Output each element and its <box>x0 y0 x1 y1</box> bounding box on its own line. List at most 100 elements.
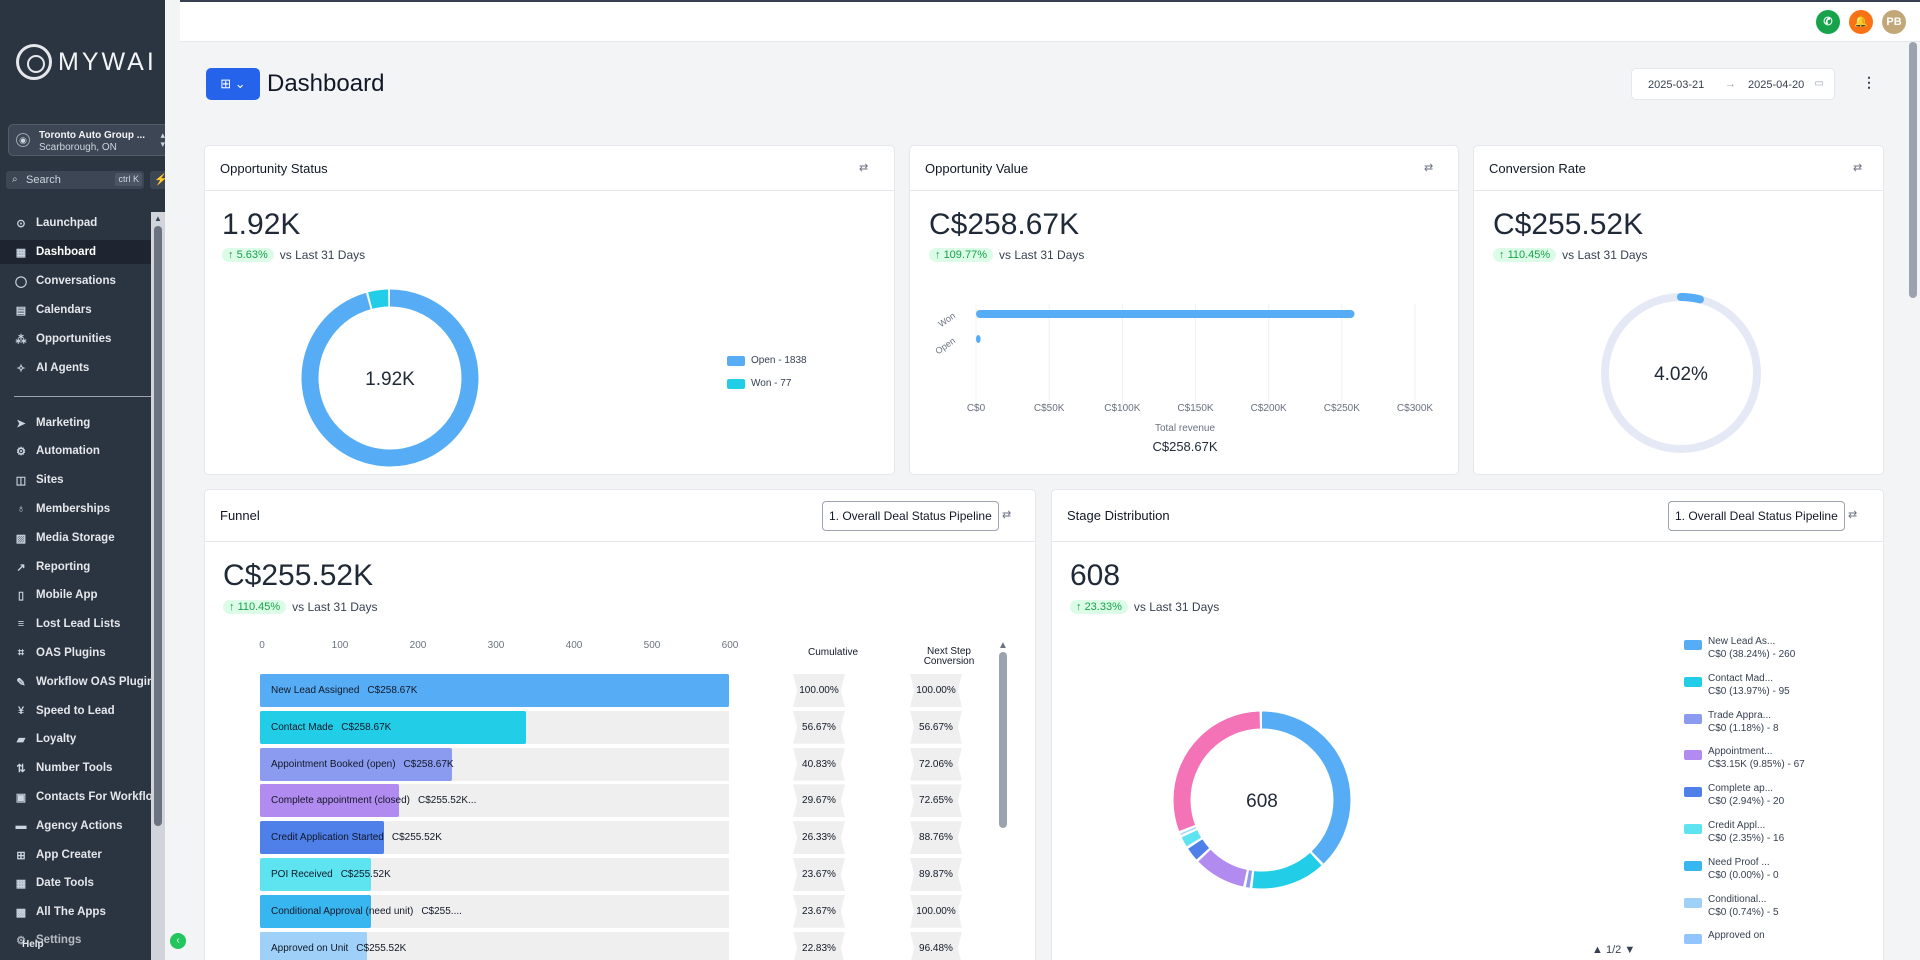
sidebar-item-workflow-oas-plugins[interactable]: ✎ Workflow OAS Plugins <box>0 670 165 694</box>
card-header: Stage Distribution 1. Overall Deal Statu… <box>1052 490 1883 542</box>
filter-icon[interactable]: ⇄ <box>1002 509 1012 521</box>
sidebar-item-media-storage[interactable]: ▨ Media Storage <box>0 526 165 550</box>
sidebar-item-launchpad[interactable]: ⊙ Launchpad <box>0 211 165 235</box>
bar-won[interactable] <box>976 310 1355 318</box>
funnel-row[interactable]: New Lead Assigned C$258.67K <box>260 674 729 707</box>
badge-icon: ♁ <box>16 503 26 515</box>
sidebar-item-loyalty[interactable]: ▰ Loyalty <box>0 727 165 751</box>
wallet-icon: ▬ <box>15 820 27 832</box>
sidebar-item-label: Opportunities <box>36 333 112 345</box>
page-title: Dashboard <box>267 70 385 97</box>
sidebar-item-date-tools[interactable]: ▦ Date Tools <box>0 871 165 895</box>
main-scrollbar[interactable] <box>1906 42 1920 960</box>
date-range-picker[interactable]: 2025-03-21 → 2025-04-20 ▭ <box>1631 68 1835 100</box>
pipeline-select[interactable]: 1. Overall Deal Status Pipeline <box>822 501 999 531</box>
funnel-bar[interactable] <box>260 747 452 781</box>
funnel-scroll-thumb[interactable] <box>999 652 1007 828</box>
funnel-row[interactable]: POI Received C$255.52K <box>260 858 729 891</box>
funnel-bar[interactable] <box>260 858 371 891</box>
sidebar-item-help[interactable]: Help <box>22 932 82 956</box>
quick-action-bolt-icon[interactable]: ⚡ <box>150 171 165 189</box>
plus-box-icon: ⊞ <box>16 849 26 862</box>
sidebar-item-opportunities[interactable]: ⁂ Opportunities <box>0 327 165 351</box>
legend-swatch <box>1684 750 1702 761</box>
funnel-bar[interactable] <box>260 931 368 960</box>
sidebar-item-automation[interactable]: ⚙ Automation <box>0 439 165 463</box>
more-options-icon[interactable]: ⋮ <box>1862 74 1876 90</box>
y-tick-label: Won <box>936 310 957 329</box>
donut-slice-new-lead-assigned[interactable] <box>1173 711 1351 889</box>
sidebar-item-ai-agents[interactable]: ✧ AI Agents <box>0 356 165 380</box>
sidebar-scrollbar[interactable]: ▲ <box>151 212 165 960</box>
image-icon: ▨ <box>15 532 27 545</box>
donut-slice-open[interactable] <box>301 289 479 467</box>
filter-icon[interactable]: ⇄ <box>1848 509 1858 521</box>
donut-slice-contact-made[interactable] <box>1173 711 1351 889</box>
sidebar-item-sites[interactable]: ◫ Sites <box>0 468 165 492</box>
avatar[interactable]: PB <box>1882 10 1906 34</box>
sidebar-item-contacts-for-workflo[interactable]: ▣ Contacts For Workflo... <box>0 785 165 809</box>
sidebar-item-conversations[interactable]: ◯ Conversations <box>0 269 165 293</box>
funnel-bar[interactable] <box>260 710 526 744</box>
opportunity-value-card: Opportunity Value ⇄ C$258.67K ↑ 109.77% … <box>909 145 1459 475</box>
filter-icon[interactable]: ⇄ <box>859 162 869 174</box>
logo[interactable]: MYWAI <box>16 44 157 80</box>
funnel-row[interactable]: Conditional Approval (need unit) C$255...… <box>260 894 729 928</box>
legend-item-won[interactable]: Won - 77 <box>727 378 791 389</box>
date-icon: ▦ <box>15 877 27 890</box>
sidebar-scroll-thumb[interactable] <box>154 226 162 826</box>
search-icon: ⌕ <box>12 174 18 185</box>
legend-item-open[interactable]: Open - 1838 <box>727 355 807 366</box>
funnel-tick-label: 300 <box>487 640 505 651</box>
funnel-row[interactable]: Contact Made C$258.67K <box>260 710 729 744</box>
funnel-row[interactable]: Credit Application Started C$255.52K <box>260 821 729 855</box>
sidebar-item-all-the-apps[interactable]: ▩ All The Apps <box>0 900 165 924</box>
legend-swatch <box>1684 676 1702 687</box>
sidebar-item-lost-lead-lists[interactable]: ≡ Lost Lead Lists <box>0 612 165 636</box>
sidebar-item-speed-to-lead[interactable]: ¥ Speed to Lead <box>0 699 165 723</box>
sidebar-item-app-creater[interactable]: ⊞ App Creater <box>0 843 165 867</box>
sidebar-item-marketing[interactable]: ➤ Marketing <box>0 411 165 435</box>
collapse-sidebar-button[interactable]: ‹ <box>170 933 186 949</box>
view-switcher-button[interactable]: ⊞ ⌄ <box>206 68 260 100</box>
donut-slice-other[interactable] <box>1173 711 1351 889</box>
sidebar-item-label: Dashboard <box>36 246 97 258</box>
sidebar-item-label: Conversations <box>36 275 116 287</box>
account-switcher[interactable]: ◉ Toronto Auto Group ... Scarborough, ON… <box>8 124 165 156</box>
sidebar-item-agency-actions[interactable]: ▬ Agency Actions <box>0 814 165 838</box>
sidebar-item-number-tools[interactable]: ⇅ Number Tools <box>0 756 165 780</box>
filter-icon[interactable]: ⇄ <box>1853 162 1863 174</box>
pager-next-icon[interactable]: ▼ <box>1624 944 1636 956</box>
funnel-stage-value: C$255.52K <box>340 869 391 880</box>
bar-open[interactable] <box>976 335 981 343</box>
funnel-scroll-up-icon[interactable]: ▲ <box>998 640 1008 651</box>
sidebar-item-mobile-app[interactable]: ▯ Mobile App <box>0 583 165 607</box>
sidebar-item-dashboard[interactable]: ▦ Dashboard <box>0 240 165 264</box>
pager-prev-icon[interactable]: ▲ <box>1592 944 1603 956</box>
funnel-row[interactable]: Approved on Unit C$255.52K <box>260 931 729 960</box>
phone-icon[interactable]: ✆ <box>1816 10 1840 34</box>
legend-pager[interactable]: ▲ 1/2 ▼ <box>1592 944 1635 956</box>
sidebar-item-calendars[interactable]: ▤ Calendars <box>0 298 165 322</box>
search-input[interactable]: ⌕ Search ctrl K <box>6 171 144 189</box>
bell-icon[interactable]: 🔔 <box>1849 10 1873 34</box>
opportunity-status-card: Opportunity Status ⇄ 1.92K ↑ 5.63% vs La… <box>204 145 895 475</box>
funnel-bar[interactable] <box>260 674 729 707</box>
scroll-up-icon[interactable]: ▲ <box>154 214 162 223</box>
pipeline-select[interactable]: 1. Overall Deal Status Pipeline <box>1668 501 1845 531</box>
legend-stage-detail: C$0 (0.00%) - 0 <box>1708 869 1779 881</box>
funnel-row[interactable]: Complete appointment (closed) C$255.52K..… <box>260 784 729 818</box>
sidebar-item-reporting[interactable]: ↗ Reporting <box>0 555 165 579</box>
filter-icon[interactable]: ⇄ <box>1424 162 1434 174</box>
funnel-bar[interactable] <box>260 894 371 928</box>
sidebar-item-memberships[interactable]: ♁ Memberships <box>0 497 165 521</box>
sidebar-item-oas-plugins[interactable]: ⌗ OAS Plugins <box>0 641 165 665</box>
funnel-bar[interactable] <box>260 821 384 855</box>
sidebar-item-settings[interactable]: ⚙ Settings <box>0 928 165 952</box>
funnel-row[interactable]: Appointment Booked (open) C$258.67K <box>260 747 729 781</box>
value-bar-chart: C$0 C$50K C$100K C$150K C$200K C$250K C$300K Wo… <box>933 304 1433 414</box>
sidebar-item-label: OAS Plugins <box>36 647 106 659</box>
main-scroll-thumb[interactable] <box>1909 42 1917 298</box>
legend-stage-name: Complete ap... <box>1708 783 1774 795</box>
funnel-bar[interactable] <box>260 784 400 818</box>
